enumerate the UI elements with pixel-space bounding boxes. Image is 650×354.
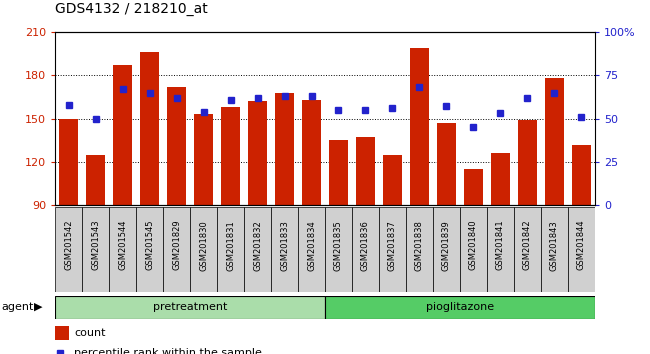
Bar [221,107,240,205]
Text: GSM201543: GSM201543 [91,220,100,270]
Bar [433,207,460,292]
Bar [464,169,483,205]
Text: GSM201829: GSM201829 [172,220,181,270]
Text: pioglitazone: pioglitazone [426,302,494,312]
Bar [109,207,136,292]
Text: GSM201831: GSM201831 [226,220,235,270]
Text: GSM201842: GSM201842 [523,220,532,270]
Bar [460,207,487,292]
Bar [271,207,298,292]
Text: GSM201544: GSM201544 [118,220,127,270]
Bar [136,207,163,292]
Text: pretreatment: pretreatment [153,302,228,312]
Bar [217,207,244,292]
Bar [514,207,541,292]
Bar [86,155,105,205]
Bar [298,207,325,292]
Bar [518,120,537,205]
Text: GSM201838: GSM201838 [415,220,424,271]
Bar [379,207,406,292]
Bar [82,207,109,292]
Bar [437,123,456,205]
Bar [545,78,564,205]
Text: GSM201542: GSM201542 [64,220,73,270]
Text: ▶: ▶ [34,302,42,312]
Bar [325,296,595,319]
Bar [572,144,591,205]
Bar [352,207,379,292]
Bar [140,52,159,205]
Bar [487,207,514,292]
Text: GSM201833: GSM201833 [280,220,289,271]
Bar [383,155,402,205]
Text: GSM201839: GSM201839 [442,220,451,270]
Text: GSM201840: GSM201840 [469,220,478,270]
Text: GSM201832: GSM201832 [253,220,262,270]
Text: agent: agent [1,302,34,312]
Text: GSM201841: GSM201841 [496,220,505,270]
Text: GSM201836: GSM201836 [361,220,370,271]
Bar [55,207,83,292]
Text: GSM201843: GSM201843 [550,220,559,270]
Text: GSM201545: GSM201545 [145,220,154,270]
Text: GSM201835: GSM201835 [334,220,343,270]
Bar [325,207,352,292]
Bar [406,207,433,292]
Bar [329,140,348,205]
Text: GSM201844: GSM201844 [577,220,586,270]
Bar [55,326,69,340]
Text: percentile rank within the sample: percentile rank within the sample [74,348,262,354]
Bar [167,87,186,205]
Bar [248,101,267,205]
Text: GSM201837: GSM201837 [388,220,397,271]
Text: GSM201830: GSM201830 [199,220,208,270]
Text: GDS4132 / 218210_at: GDS4132 / 218210_at [55,2,208,16]
Bar [275,93,294,205]
Bar [55,296,325,319]
Bar [244,207,271,292]
Bar [163,207,190,292]
Bar [410,48,429,205]
Bar [190,207,217,292]
Text: GSM201834: GSM201834 [307,220,316,270]
Bar [491,153,510,205]
Bar [568,207,595,292]
Bar [59,119,78,205]
Bar [194,114,213,205]
Text: count: count [74,328,106,338]
Bar [541,207,568,292]
Bar [113,65,132,205]
Bar [356,137,375,205]
Bar [302,100,321,205]
